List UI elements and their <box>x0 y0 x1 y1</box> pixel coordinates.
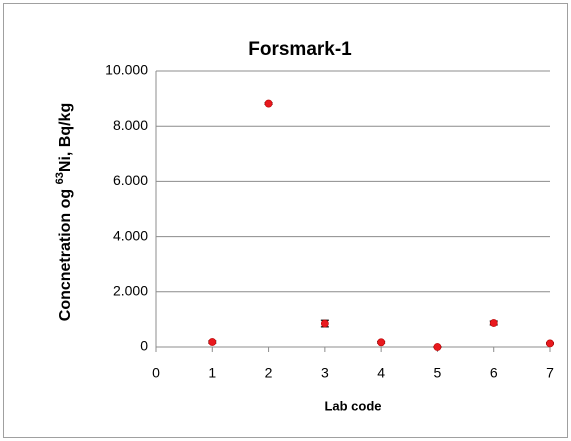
x-tick-label: 2 <box>265 365 273 381</box>
point <box>433 343 442 351</box>
x-tick-label: 6 <box>490 365 498 381</box>
y-tick-label: 2.000 <box>113 283 148 299</box>
y-tick-label: 6.000 <box>113 172 148 188</box>
point <box>377 338 386 347</box>
x-tick-label: 7 <box>546 365 554 381</box>
x-tick-label: 3 <box>321 365 329 381</box>
y-tick-label: 4.000 <box>113 227 148 243</box>
y-axis-label-main: Concnetration og <box>57 184 74 321</box>
y-axis-label: Concnetration og 63Ni, Bq/kg <box>54 103 74 321</box>
point <box>264 99 273 108</box>
y-axis-label-sup: 63 <box>54 172 66 184</box>
point <box>546 339 554 348</box>
y-tick-label: 10.000 <box>105 62 148 78</box>
x-axis-label: Lab code <box>324 398 381 413</box>
y-tick-label: 0 <box>140 338 148 354</box>
chart-title: Forsmark-1 <box>248 39 352 60</box>
x-tick-label: 5 <box>434 365 442 381</box>
x-tick-label: 1 <box>208 365 216 381</box>
y-tick-label: 8.000 <box>113 117 148 133</box>
x-tick-label: 0 <box>152 365 160 381</box>
point <box>208 338 217 346</box>
chart-frame <box>3 3 568 438</box>
y-axis-label-main: Ni, Bq/kg <box>57 103 74 172</box>
x-tick-label: 4 <box>377 365 385 381</box>
point <box>489 319 498 327</box>
point <box>320 319 329 328</box>
